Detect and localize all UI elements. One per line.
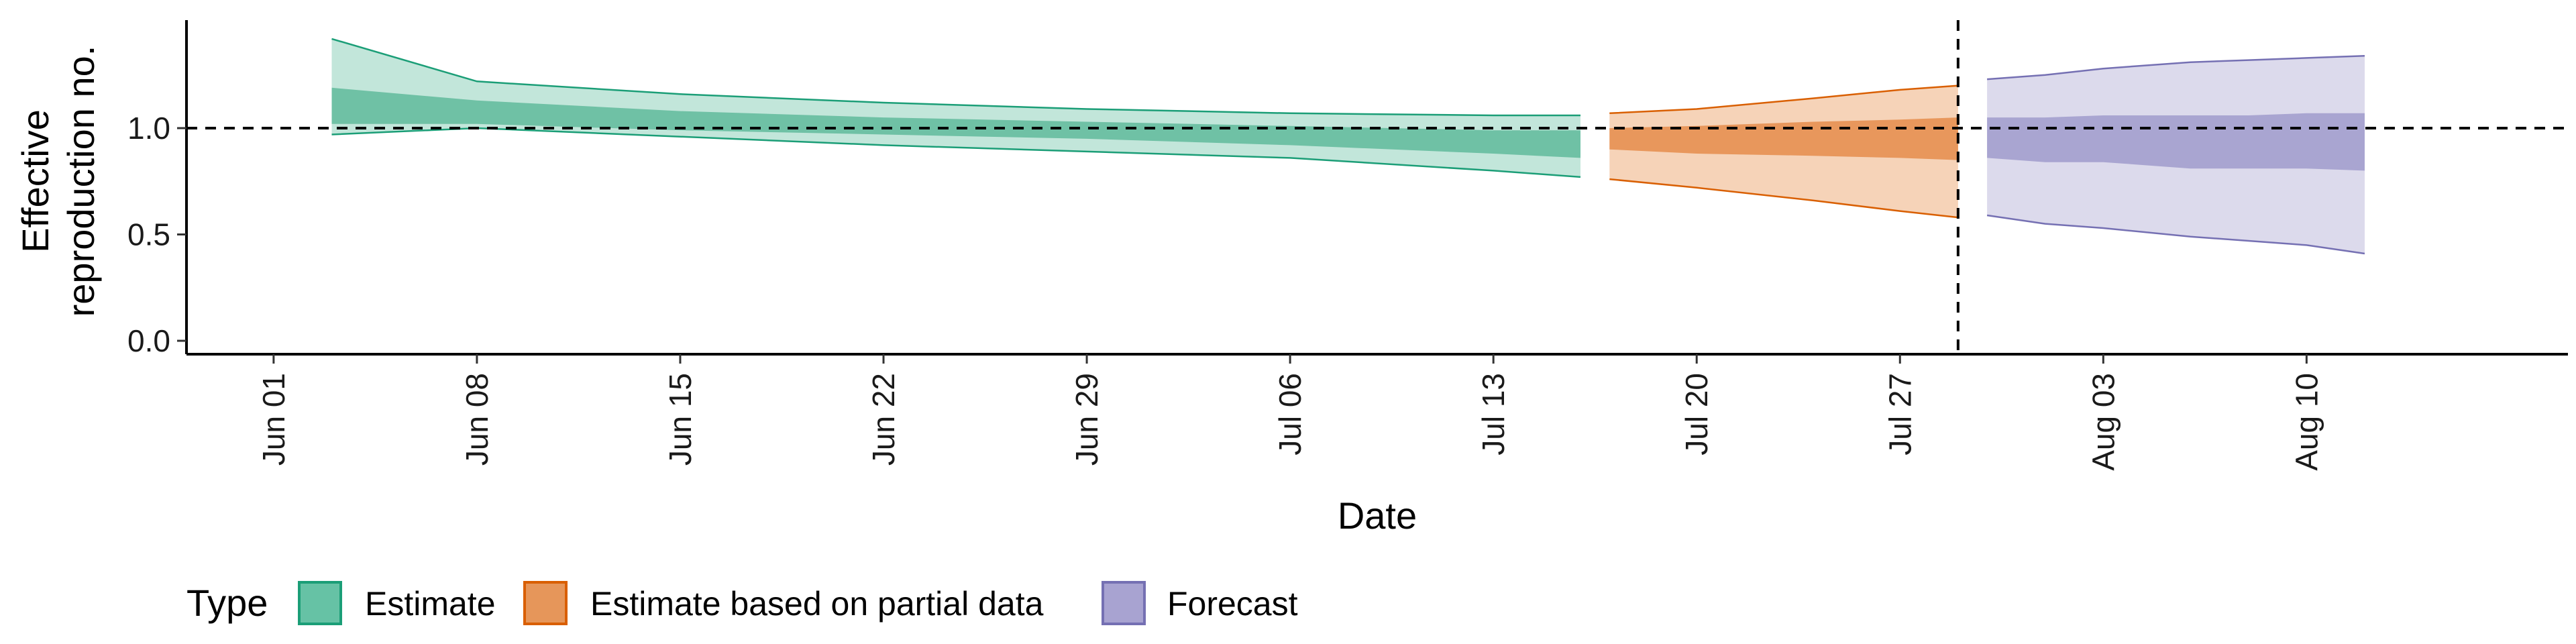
- reference-lines: [186, 20, 2568, 354]
- series-0-upper-edge: [331, 38, 1580, 117]
- legend-label-estimate: Estimate: [365, 585, 496, 623]
- series-0-inner-band: [331, 87, 1580, 158]
- x-tick-label: Jun 01: [256, 373, 291, 466]
- series-0-lower-edge: [331, 127, 1581, 178]
- axes-layer: 0.0 0.5 1.0 Jun 01 Jun 08 Jun 15 Jun 22 Jun 29 J…: [127, 20, 2568, 471]
- series-1-lower-edge: [1609, 178, 1959, 219]
- x-tick-label: Aug 10: [2289, 373, 2324, 471]
- series-2-inner-band: [1987, 113, 2365, 171]
- legend-swatch-forecast: [1102, 581, 1146, 625]
- x-tick-label: Jul 13: [1476, 373, 1511, 455]
- series-2-lower-edge: [1986, 214, 2365, 255]
- x-tick-label: Jun 29: [1069, 373, 1104, 466]
- y-axis-title-line2: reproduction no.: [60, 46, 102, 317]
- x-tick-label: Jul 06: [1273, 373, 1307, 455]
- series-1-upper-edge: [1609, 85, 1958, 115]
- x-tick-label: Jun 08: [460, 373, 494, 466]
- legend: Type Estimate Estimate based on partial …: [186, 581, 1298, 625]
- x-tick-label: Jul 27: [1882, 373, 1917, 455]
- y-tick-label: 0.5: [127, 217, 170, 252]
- legend-label-forecast: Forecast: [1167, 585, 1298, 623]
- legend-label-estimate-partial: Estimate based on partial data: [590, 585, 1044, 623]
- legend-swatch-estimate: [298, 581, 342, 625]
- y-axis-title-line1: Effective: [14, 109, 56, 253]
- x-tick-label: Jun 15: [663, 373, 698, 466]
- ribbon-layer: [331, 38, 2365, 255]
- y-tick-label: 1.0: [127, 111, 170, 146]
- x-tick-label: Jul 20: [1679, 373, 1714, 455]
- x-tick-label: Aug 03: [2086, 373, 2121, 471]
- x-axis-title: Date: [1338, 494, 1417, 537]
- y-tick-label: 0.0: [127, 323, 170, 358]
- legend-swatch-estimate-partial: [523, 581, 568, 625]
- x-tick-label: Jun 22: [866, 373, 901, 466]
- legend-title: Type: [186, 582, 268, 624]
- series-2-upper-edge: [1987, 54, 2365, 80]
